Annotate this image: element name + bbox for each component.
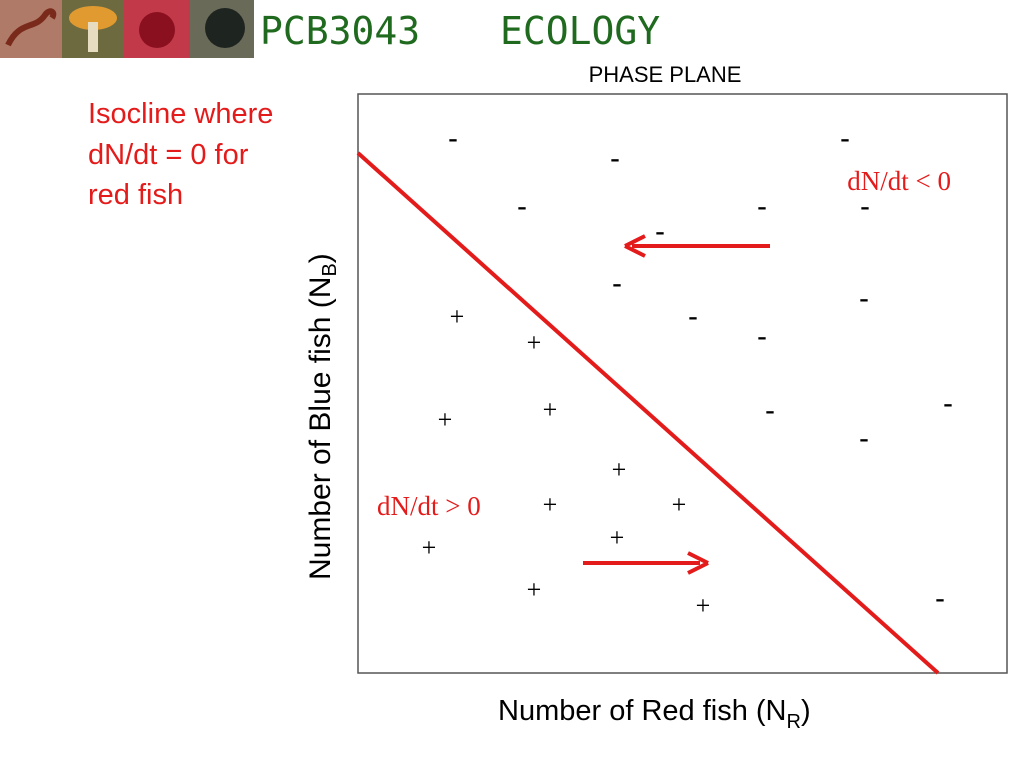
- plus-sign: +: [612, 455, 627, 484]
- arrow-head: [624, 234, 646, 258]
- isocline-line: [356, 151, 940, 675]
- plus-sign: +: [527, 575, 542, 604]
- y-axis-label-text: Number of Blue fish (N: [304, 277, 337, 580]
- y-axis-label-close: ): [304, 253, 337, 263]
- increase-label: dN/dt > 0: [377, 491, 481, 521]
- minus-sign: -: [612, 267, 622, 300]
- minus-sign: -: [859, 282, 869, 315]
- header-photos: [0, 0, 254, 58]
- decrease-label: dN/dt < 0: [847, 166, 951, 196]
- x-axis-label-close: ): [801, 695, 811, 727]
- plus-sign: +: [696, 591, 711, 620]
- minus-sign: -: [448, 122, 458, 155]
- signs: - --- - --- ---- ---+++ +++ ++ +++: [422, 122, 953, 620]
- minus-sign: -: [840, 122, 850, 155]
- course-code: PCB3043: [260, 9, 420, 53]
- plot-frame: [357, 93, 1008, 674]
- minus-sign: -: [757, 190, 767, 223]
- photo-detail: [69, 6, 117, 30]
- plus-sign: +: [422, 533, 437, 562]
- y-axis-label-subscript: B: [319, 263, 341, 276]
- x-axis-label-subscript: R: [787, 711, 801, 733]
- minus-sign: -: [935, 582, 945, 615]
- x-axis-label: Number of Red fish (NR): [498, 695, 811, 733]
- isocline-label-line: dN/dt = 0 for: [88, 139, 249, 171]
- minus-sign: -: [765, 394, 775, 427]
- photo-detail: [205, 8, 245, 48]
- photo-detail: [88, 22, 98, 52]
- photo-detail: [139, 12, 175, 48]
- minus-sign: -: [688, 300, 698, 333]
- minus-sign: -: [860, 190, 870, 223]
- x-axis-label-text: Number of Red fish (N: [498, 695, 787, 727]
- arrow-head: [687, 551, 709, 575]
- plus-sign: +: [543, 395, 558, 424]
- plus-sign: +: [450, 302, 465, 331]
- plus-sign: +: [438, 405, 453, 434]
- minus-sign: -: [943, 387, 953, 420]
- slide-title: PHASE PLANE: [589, 62, 742, 87]
- minus-sign: -: [655, 215, 665, 248]
- course-subject: ECOLOGY: [500, 9, 660, 53]
- plus-sign: +: [527, 328, 542, 357]
- isocline-label: Isocline where dN/dt = 0 for red fish: [88, 98, 273, 211]
- arrows: [583, 234, 770, 575]
- isocline-label-line: Isocline where: [88, 98, 273, 130]
- plus-sign: +: [543, 490, 558, 519]
- plus-sign: +: [672, 490, 687, 519]
- y-axis-label: Number of Blue fish (NB): [304, 253, 341, 580]
- photo-detail: [5, 8, 57, 47]
- isocline-label-line: red fish: [88, 179, 183, 211]
- minus-sign: -: [859, 422, 869, 455]
- plus-sign: +: [610, 523, 625, 552]
- minus-sign: -: [517, 190, 527, 223]
- minus-sign: -: [757, 320, 767, 353]
- minus-sign: -: [610, 142, 620, 175]
